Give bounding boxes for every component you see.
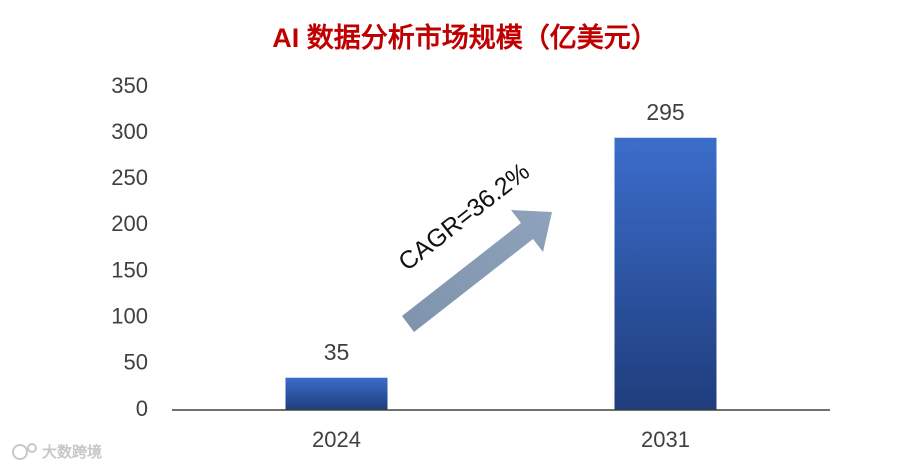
x-tick-label: 2024 bbox=[312, 427, 361, 452]
y-tick-label: 150 bbox=[111, 257, 148, 282]
watermark-logo bbox=[12, 443, 37, 460]
y-tick-label: 50 bbox=[124, 350, 148, 375]
bar bbox=[614, 137, 717, 410]
growth-arrow bbox=[402, 210, 552, 332]
y-tick-label: 250 bbox=[111, 165, 148, 190]
value-label: 295 bbox=[646, 99, 684, 125]
y-tick-label: 300 bbox=[111, 119, 148, 144]
watermark: 大数跨境 bbox=[42, 443, 102, 461]
y-tick-label: 0 bbox=[136, 396, 148, 421]
y-tick-label: 200 bbox=[111, 211, 148, 236]
y-tick-label: 100 bbox=[111, 304, 148, 329]
bar bbox=[285, 377, 388, 410]
cagr-annotation: CAGR=36.2% bbox=[393, 157, 535, 276]
x-tick-label: 2031 bbox=[641, 427, 690, 452]
value-label: 35 bbox=[324, 339, 350, 365]
chart-title: AI 数据分析市场规模（亿美元） bbox=[272, 22, 658, 53]
y-tick-label: 350 bbox=[111, 73, 148, 98]
